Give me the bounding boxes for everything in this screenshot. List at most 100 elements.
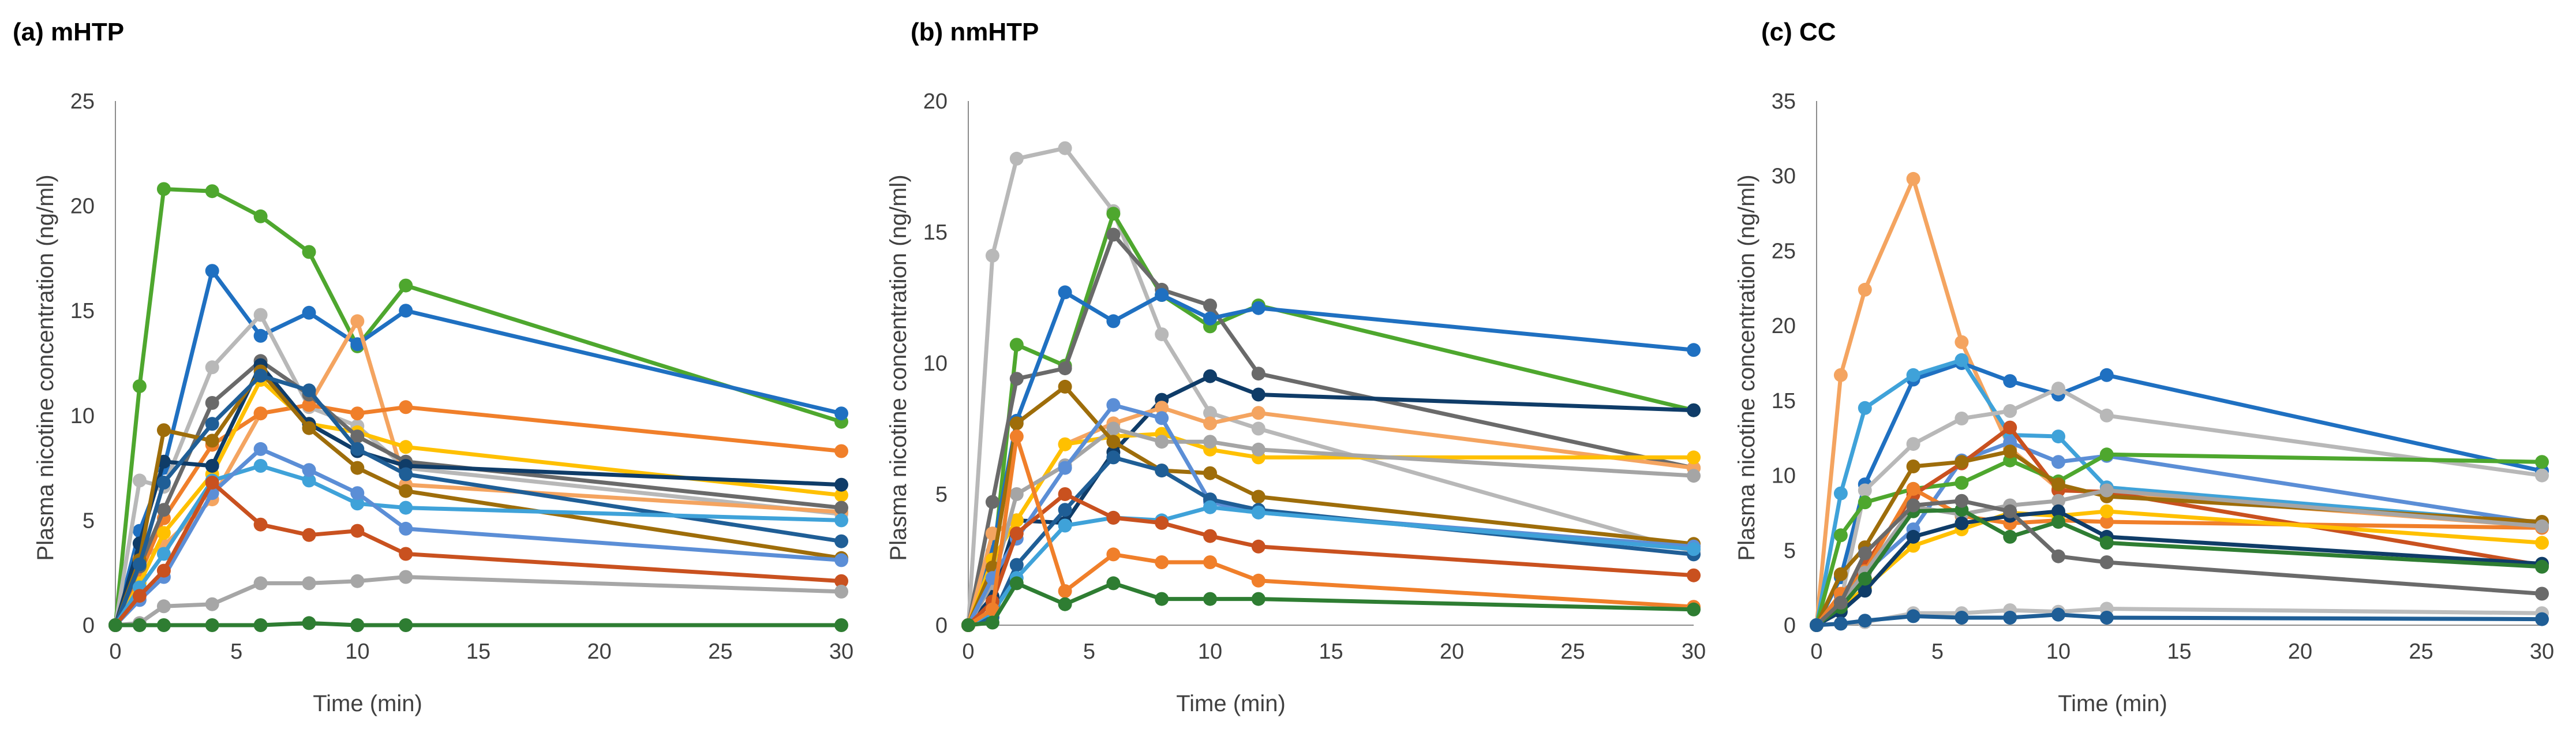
y-tick-label: 15 [923, 221, 948, 245]
data-point [350, 496, 365, 511]
data-point [132, 379, 147, 393]
y-tick-label: 25 [70, 89, 95, 114]
x-tick-label: 15 [2167, 640, 2191, 664]
data-point [1203, 466, 1217, 480]
data-point [985, 602, 999, 617]
data-point [1106, 510, 1121, 525]
data-point [1906, 609, 1920, 623]
data-point [2099, 368, 2114, 382]
data-point [350, 461, 365, 475]
data-point [205, 618, 219, 632]
data-point [253, 406, 268, 421]
data-point [1106, 398, 1121, 412]
x-tick-label: 5 [1931, 640, 1944, 664]
data-point [399, 484, 413, 498]
data-point [1858, 495, 1872, 510]
data-point [1687, 602, 1701, 617]
data-point [1955, 335, 1969, 349]
data-point [1833, 486, 1848, 500]
data-point [1058, 461, 1072, 475]
data-point [2099, 515, 2114, 529]
y-tick-label: 25 [1772, 239, 1796, 263]
series-s15 [961, 576, 1701, 632]
data-point [2003, 420, 2017, 435]
data-point [399, 304, 413, 318]
data-point [1203, 435, 1217, 449]
data-point [1955, 353, 1969, 367]
data-point [399, 467, 413, 481]
series-s7 [108, 354, 848, 632]
y-tick-label: 5 [1784, 539, 1796, 563]
data-point [205, 360, 219, 375]
data-point [156, 599, 171, 614]
series-s3 [961, 227, 1701, 632]
data-point [1058, 361, 1072, 376]
panel-cc: (c) CC Plasma nicotine concentration (ng… [1734, 18, 2554, 716]
series-line [115, 575, 842, 627]
data-point [399, 500, 413, 515]
data-point [1009, 429, 1024, 444]
y-tick-label: 30 [1772, 165, 1796, 189]
data-point [834, 584, 848, 599]
y-tick-label: 35 [1772, 89, 1796, 114]
data-point [399, 400, 413, 414]
data-point [1955, 494, 1969, 508]
data-point [961, 618, 975, 632]
data-point [1833, 528, 1848, 543]
data-point [1906, 437, 1920, 451]
series-line [966, 211, 1694, 626]
data-point [1955, 476, 1969, 490]
x-tick-label: 30 [2530, 640, 2554, 664]
data-point [1203, 311, 1217, 326]
data-point [1203, 555, 1217, 569]
axes: 0 5 10 15 20 25 30 0 5 10 15 20 25 [70, 89, 853, 664]
y-tick-label: 20 [1772, 314, 1796, 338]
data-point [1106, 576, 1121, 591]
data-point [350, 618, 365, 632]
data-point [399, 547, 413, 561]
data-point [302, 245, 316, 259]
series-s12 [961, 500, 1701, 632]
data-point [253, 459, 268, 473]
data-point [2051, 549, 2065, 563]
data-point [2003, 404, 2017, 418]
data-point [1251, 367, 1265, 381]
data-point [1810, 618, 1824, 632]
y-axis-label: Plasma nicotine concentration (ng/ml) [886, 174, 911, 561]
data-point [1687, 343, 1701, 357]
data-point [399, 618, 413, 632]
data-point [156, 563, 171, 578]
data-point [156, 476, 171, 490]
x-tick-label: 30 [829, 640, 853, 664]
data-point [2099, 536, 2114, 550]
data-point [350, 406, 365, 421]
data-point [350, 337, 365, 352]
data-point [302, 383, 316, 398]
x-tick-label: 10 [1198, 640, 1222, 664]
series-s14 [1810, 494, 2549, 632]
data-point [1058, 597, 1072, 611]
data-point [205, 459, 219, 473]
data-point [2051, 429, 2065, 444]
series-line [968, 581, 1694, 627]
y-tick-label: 0 [935, 614, 948, 638]
data-point [253, 209, 268, 223]
data-point [1058, 487, 1072, 501]
data-point [302, 473, 316, 488]
data-point [1155, 592, 1169, 606]
data-point [253, 517, 268, 532]
data-point [2535, 586, 2549, 601]
series-s14 [961, 429, 1701, 632]
data-point [302, 305, 316, 320]
series-s9 [961, 379, 1701, 632]
data-point [350, 486, 365, 500]
data-point [1009, 151, 1024, 166]
data-point [1058, 437, 1072, 451]
data-point [1251, 592, 1265, 606]
data-point [1203, 592, 1217, 606]
data-point [1251, 406, 1265, 420]
data-point [253, 328, 268, 343]
data-point [350, 574, 365, 588]
data-point [205, 264, 219, 278]
